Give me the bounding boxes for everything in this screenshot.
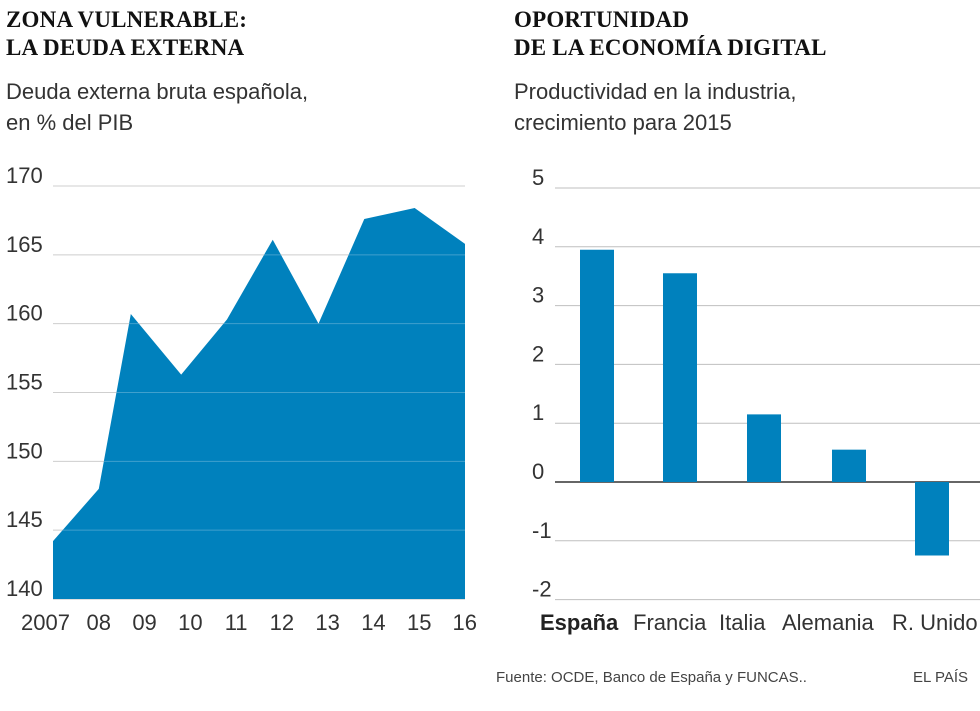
right-title-line2: DE LA ECONOMÍA DIGITAL [514, 35, 827, 60]
debt-area-chart: 140 145 150 155 160 165 170 2007 08 09 10 11 12 13 14 1… [6, 163, 477, 635]
left-chart-subtitle: Deuda externa bruta española, en % del P… [6, 76, 308, 138]
area-x-tick-label: 10 [178, 610, 202, 635]
right-chart-title: OPORTUNIDAD DE LA ECONOMÍA DIGITAL [514, 6, 827, 62]
bar-italia [747, 414, 781, 482]
area-y-tick-label: 170 [6, 163, 43, 188]
area-y-tick-label: 165 [6, 232, 43, 257]
left-subtitle-line2: en % del PIB [6, 110, 134, 135]
bar-category-label: España [540, 610, 619, 635]
area-y-tick-label: 145 [6, 507, 43, 532]
bar-y-tick-label: -1 [532, 518, 552, 543]
area-y-tick-label: 155 [6, 370, 43, 395]
bar-francia [663, 273, 697, 482]
bar-y-tick-label: 2 [532, 341, 544, 366]
bar-y-tick-label: -2 [532, 577, 552, 602]
bar-category-label: Alemania [782, 610, 874, 635]
bar-category-label: Francia [633, 610, 707, 635]
bar-espa-a [580, 249, 614, 482]
area-x-tick-label: 13 [315, 610, 339, 635]
bar-y-tick-label: 4 [532, 224, 544, 249]
area-x-tick-label: 11 [225, 610, 248, 635]
left-chart-title: ZONA VULNERABLE: LA DEUDA EXTERNA [6, 6, 247, 62]
bar-category-label: R. Unido [892, 610, 978, 635]
right-subtitle-line2: crecimiento para 2015 [514, 110, 732, 135]
right-title-line1: OPORTUNIDAD [514, 7, 690, 32]
left-subtitle-line1: Deuda externa bruta española, [6, 79, 309, 104]
bar-r-unido [915, 482, 949, 556]
debt-area-series [53, 208, 465, 599]
left-title-line2: LA DEUDA EXTERNA [6, 35, 245, 60]
left-title-line1: ZONA VULNERABLE: [6, 7, 248, 32]
productivity-bar-chart: -2 -1 0 1 2 3 4 5 España Francia Italia Alemania R. … [532, 165, 980, 635]
right-chart-subtitle: Productividad en la industria, crecimien… [514, 76, 797, 138]
brand-label: EL PAÍS [913, 669, 969, 686]
area-x-tick-label: 2007 [21, 610, 70, 635]
bar-category-label: Italia [719, 610, 766, 635]
area-y-tick-label: 160 [6, 301, 43, 326]
area-x-tick-label: 09 [132, 610, 156, 635]
bar-y-tick-label: 0 [532, 459, 544, 484]
area-x-tick-label: 16 [453, 610, 477, 635]
area-x-tick-label: 12 [270, 610, 294, 635]
area-x-tick-label: 15 [407, 610, 431, 635]
bar-y-tick-label: 3 [532, 283, 544, 308]
bar-y-tick-label: 5 [532, 165, 544, 190]
area-y-tick-label: 150 [6, 438, 43, 463]
area-y-tick-label: 140 [6, 576, 43, 601]
bar-y-tick-label: 1 [532, 400, 544, 425]
bar-alemania [832, 449, 866, 482]
area-x-tick-label: 14 [361, 610, 385, 635]
area-x-tick-label: 08 [87, 610, 111, 635]
right-subtitle-line1: Productividad en la industria, [514, 79, 797, 104]
source-note: Fuente: OCDE, Banco de España y FUNCAS.. [496, 669, 807, 686]
